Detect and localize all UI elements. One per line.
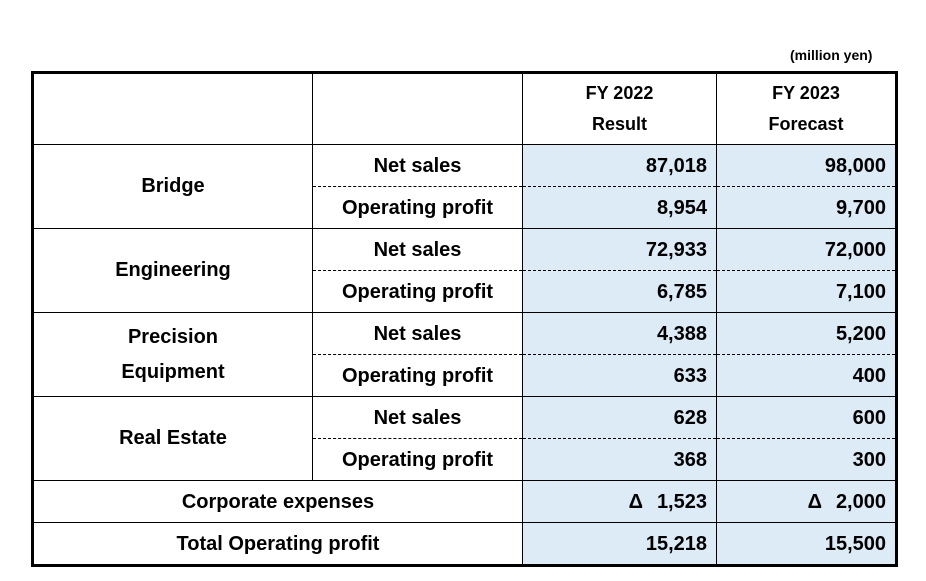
bridge-op-profit-fy2022: 8,954 [522, 186, 717, 229]
engineering-op-profit-fy2022: 6,785 [522, 270, 717, 313]
net-sales-label: Net sales [312, 396, 523, 439]
table-row: Precision Equipment Net sales 4,388 5,20… [32, 312, 897, 397]
engineering-net-sales-fy2023: 72,000 [716, 228, 897, 271]
engineering-net-sales-fy2022: 72,933 [522, 228, 717, 271]
corporate-expenses-fy2023-value: 2,000 [835, 490, 886, 513]
header-blank-cell [312, 72, 523, 145]
real-estate-op-profit-fy2023: 300 [716, 438, 897, 481]
precision-net-sales-fy2022: 4,388 [522, 312, 717, 355]
table-row: Total Operating profit 15,218 15,500 [32, 522, 897, 566]
header-fy2022-year: FY 2022 [585, 83, 654, 103]
total-operating-profit-label: Total Operating profit [32, 522, 523, 566]
corporate-expenses-fy2022-value: 1,523 [656, 490, 707, 513]
delta-symbol: Δ [807, 490, 822, 513]
corporate-expenses-label: Corporate expenses [32, 480, 523, 523]
net-sales-label: Net sales [312, 312, 523, 355]
table-row: Operating profit 6,785 7,100 [33, 270, 897, 313]
table-row: Operating profit 368 300 [33, 438, 897, 481]
table-row: Engineering Net sales 72,933 72,000 [32, 228, 897, 313]
header-fy2023-type: Forecast [768, 114, 844, 134]
table-row: Corporate expenses Δ 1,523 Δ 2,000 [32, 480, 897, 523]
precision-net-sales-fy2023: 5,200 [716, 312, 897, 355]
precision-op-profit-fy2023: 400 [716, 354, 897, 397]
header-blank-cell [32, 72, 313, 145]
operating-profit-label: Operating profit [312, 186, 523, 229]
net-sales-label: Net sales [312, 228, 523, 271]
segment-real-estate: Real Estate [32, 396, 313, 481]
corporate-expenses-fy2022: Δ 1,523 [522, 480, 717, 523]
bridge-op-profit-fy2023: 9,700 [716, 186, 897, 229]
delta-symbol: Δ [628, 490, 643, 513]
header-fy2022-type: Result [591, 114, 647, 134]
table-row: Bridge Net sales 87,018 98,000 [32, 144, 897, 229]
engineering-op-profit-fy2023: 7,100 [716, 270, 897, 313]
operating-profit-label: Operating profit [312, 270, 523, 313]
header-fy2023: FY 2023 Forecast [716, 72, 897, 145]
header-row: FY 2022 Result FY 2023 Forecast [32, 72, 897, 145]
table-row: Real Estate Net sales 628 600 [32, 396, 897, 481]
total-operating-profit-fy2022: 15,218 [522, 522, 717, 566]
real-estate-op-profit-fy2022: 368 [522, 438, 717, 481]
real-estate-net-sales-fy2022: 628 [522, 396, 717, 439]
net-sales-label: Net sales [312, 144, 523, 187]
precision-op-profit-fy2022: 633 [522, 354, 717, 397]
table-row: Operating profit 633 400 [33, 354, 897, 397]
segment-bridge: Bridge [32, 144, 313, 229]
bridge-net-sales-fy2023: 98,000 [716, 144, 897, 187]
unit-label: (million yen) [790, 47, 873, 63]
real-estate-net-sales-fy2023: 600 [716, 396, 897, 439]
operating-profit-label: Operating profit [312, 354, 523, 397]
corporate-expenses-fy2023: Δ 2,000 [716, 480, 897, 523]
header-fy2023-year: FY 2023 [772, 83, 840, 103]
table-row: Operating profit 8,954 9,700 [33, 186, 897, 229]
total-operating-profit-fy2023: 15,500 [716, 522, 897, 566]
segment-engineering: Engineering [32, 228, 313, 313]
operating-profit-label: Operating profit [312, 438, 523, 481]
segment-precision-equipment: Precision Equipment [32, 312, 313, 397]
bridge-net-sales-fy2022: 87,018 [522, 144, 717, 187]
header-fy2022: FY 2022 Result [522, 72, 717, 145]
segment-results-table: FY 2022 Result FY 2023 Forecast Bridge N… [31, 71, 898, 567]
